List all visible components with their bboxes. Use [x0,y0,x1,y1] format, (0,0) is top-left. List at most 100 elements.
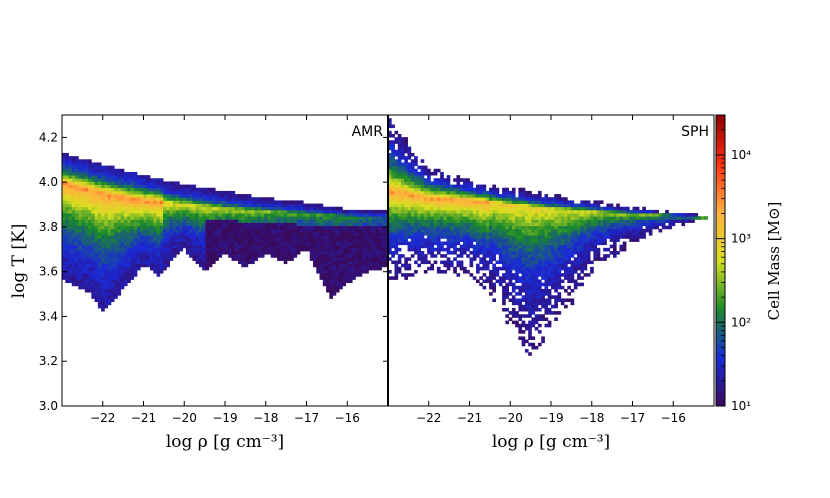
heatmap-cell [329,228,333,233]
heatmap-cell [528,336,532,340]
heatmap-cell [570,219,575,223]
heatmap-cell [65,266,69,271]
heatmap-cell [440,181,444,185]
heatmap-cell [508,266,513,271]
heatmap-cell [567,219,571,223]
heatmap-cell [84,235,89,239]
heatmap-cell [358,247,363,252]
heatmap-cell [642,228,646,233]
heatmap-cell [130,228,135,233]
heatmap-cell [166,222,170,227]
heatmap-cell [136,235,141,239]
heatmap-cell [140,181,144,185]
heatmap-cell [371,260,376,265]
heatmap-cell [459,235,464,239]
heatmap-cell [319,228,324,233]
heatmap-cell [179,200,184,204]
heatmap-cell [414,168,418,173]
heatmap-cell [91,181,95,185]
heatmap-sph [388,118,708,356]
heatmap-cell [508,216,513,220]
heatmap-cell [146,251,151,255]
heatmap-cell [316,213,320,217]
heatmap-cell [560,213,565,217]
heatmap-cell [143,219,148,223]
heatmap-cell [440,184,444,189]
heatmap-cell [136,209,141,214]
heatmap-cell [156,244,161,249]
heatmap-cell [159,184,164,189]
heatmap-cell [71,257,76,261]
heatmap-cell [97,241,102,246]
heatmap-cell [163,254,167,258]
heatmap-cell [423,260,428,265]
heatmap-cell [544,269,549,274]
heatmap-cell [551,232,555,236]
heatmap-cell [62,251,66,255]
heatmap-cell [440,171,444,176]
heatmap-cell [283,213,288,217]
heatmap-cell [101,251,105,255]
heatmap-cell [524,203,529,208]
heatmap-cell [482,203,487,208]
heatmap-cell [603,222,607,227]
heatmap-cell [208,216,213,220]
heatmap-cell [75,232,79,236]
heatmap-cell [71,194,76,198]
heatmap-cell [68,273,73,277]
heatmap-cell [453,203,457,208]
heatmap-cell [436,232,441,236]
heatmap-cell [123,276,128,280]
heatmap-cell [489,260,493,265]
heatmap-cell [143,197,148,201]
heatmap-cell [469,235,474,239]
heatmap-cell [316,209,320,214]
heatmap-cell [456,203,461,208]
heatmap-cell [81,184,86,189]
heatmap-cell [417,203,421,208]
heatmap-cell [251,225,255,230]
heatmap-cell [371,241,376,246]
heatmap-cell [384,241,388,246]
heatmap-cell [117,203,122,208]
heatmap-cell [567,203,571,208]
heatmap-cell [492,197,496,201]
heatmap-cell [423,206,428,211]
heatmap-cell [150,209,154,214]
heatmap-cell [557,194,562,198]
heatmap-cell [361,225,366,230]
heatmap-cell [476,216,480,220]
heatmap-cell [414,235,418,239]
heatmap-cell [436,238,441,242]
heatmap-cell [551,269,555,274]
heatmap-cell [264,206,268,211]
heatmap-cell [159,197,164,201]
heatmap-cell [257,241,262,246]
heatmap-cell [577,232,581,236]
heatmap-cell [189,184,193,189]
heatmap-cell [544,222,549,227]
heatmap-cell [169,241,174,246]
heatmap-cell [114,216,118,220]
heatmap-cell [612,228,617,233]
heatmap-cell [120,213,125,217]
heatmap-cell [179,216,184,220]
heatmap-cell [127,228,131,233]
heatmap-cell [130,203,135,208]
heatmap-cell [580,232,584,236]
heatmap-cell [146,175,151,179]
heatmap-cell [661,225,666,230]
heatmap-cell [348,269,353,274]
heatmap-cell [94,260,99,265]
heatmap-cell [401,143,405,148]
heatmap-cell [476,209,480,214]
heatmap-cell [299,203,304,208]
heatmap-cell [339,279,343,284]
heatmap-cell [68,168,73,173]
heatmap-cell [225,219,229,223]
heatmap-cell [254,222,258,227]
heatmap-cell [391,187,395,192]
heatmap-cell [234,244,239,249]
heatmap-cell [534,251,539,255]
heatmap-cell [518,285,523,290]
